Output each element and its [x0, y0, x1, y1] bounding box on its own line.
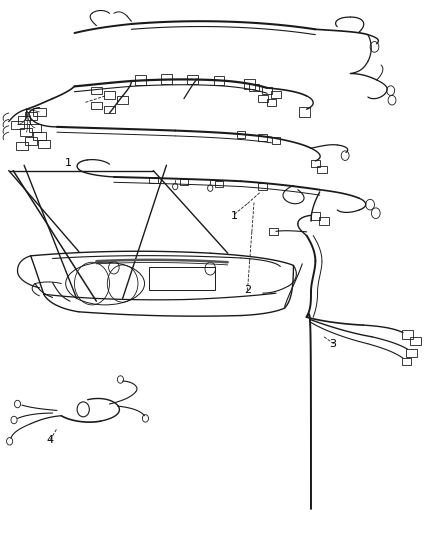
Bar	[244, 79, 255, 89]
Text: 3: 3	[329, 339, 336, 349]
Bar	[117, 96, 128, 104]
Bar	[25, 136, 37, 144]
Bar	[25, 112, 37, 120]
Bar	[33, 132, 46, 140]
Bar	[214, 76, 224, 85]
Bar	[258, 95, 268, 102]
Bar	[91, 102, 102, 109]
Bar	[299, 107, 310, 117]
Bar	[258, 134, 267, 141]
Bar	[271, 92, 281, 98]
Bar	[187, 75, 198, 84]
Bar	[104, 91, 115, 99]
Bar	[249, 84, 259, 92]
Text: 1: 1	[64, 158, 71, 167]
Text: 4: 4	[47, 435, 54, 445]
Bar	[406, 349, 417, 357]
Bar	[402, 358, 411, 365]
Bar	[311, 160, 320, 167]
Bar	[29, 124, 41, 132]
Bar	[180, 179, 188, 185]
Bar	[311, 212, 320, 220]
Bar	[135, 75, 145, 85]
Text: 1: 1	[231, 211, 238, 221]
Bar	[11, 120, 24, 128]
Bar	[16, 142, 28, 150]
Bar	[410, 337, 420, 345]
Bar	[267, 99, 276, 106]
Bar	[258, 183, 267, 190]
Text: 2: 2	[244, 286, 251, 295]
Bar	[104, 106, 115, 113]
Bar	[33, 108, 46, 116]
Bar	[319, 217, 329, 225]
Bar	[402, 330, 413, 339]
Bar	[262, 87, 272, 94]
Bar	[149, 266, 215, 290]
Bar	[18, 116, 30, 124]
Bar	[91, 87, 102, 94]
Bar	[149, 177, 158, 183]
Bar	[38, 140, 50, 148]
Bar	[269, 228, 278, 236]
Bar	[20, 128, 32, 136]
Bar	[215, 181, 223, 187]
Bar	[161, 74, 172, 84]
Bar	[272, 137, 280, 144]
Bar	[237, 131, 245, 138]
Bar	[317, 166, 327, 173]
